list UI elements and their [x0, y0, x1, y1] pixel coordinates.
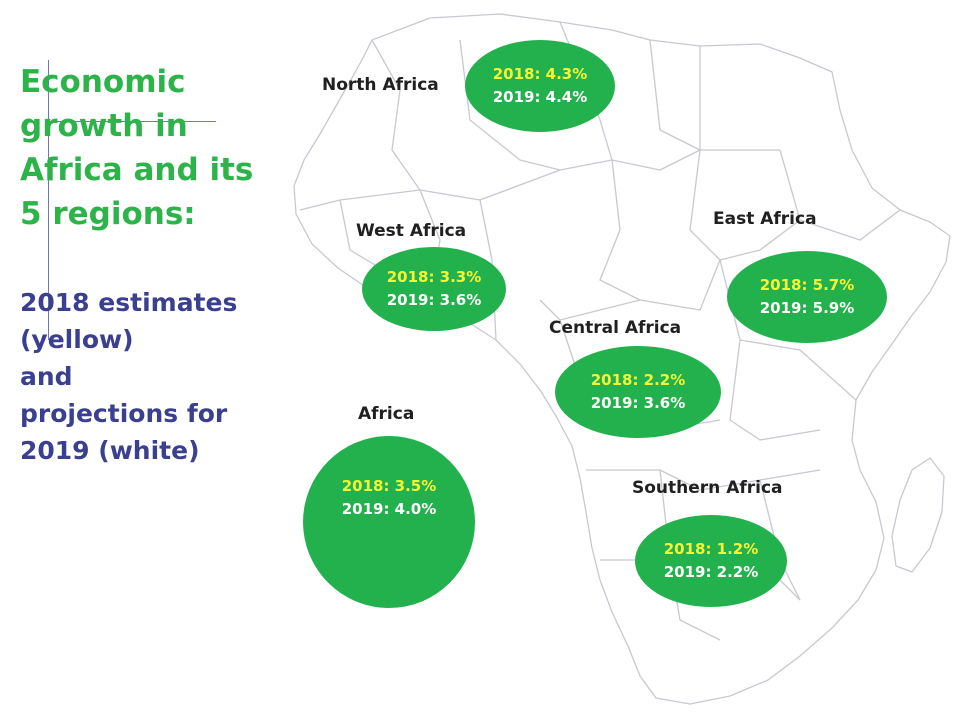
subtitle-line: projections for — [20, 399, 228, 428]
growth-bubble-central-africa: 2018: 2.2% 2019: 3.6% — [555, 346, 721, 438]
growth-bubble-southern-africa: 2018: 1.2% 2019: 2.2% — [635, 515, 787, 607]
border-chad — [599, 159, 641, 301]
legend-description: 2018 estimates (yellow) and projections … — [20, 284, 300, 469]
border-horn — [779, 149, 901, 241]
region-label-west-africa: West Africa — [356, 221, 467, 241]
subtitle-line: (yellow) — [20, 325, 134, 354]
region-label-north-africa: North Africa — [322, 75, 439, 95]
growth-bubble-east-africa: 2018: 5.7% 2019: 5.9% — [727, 251, 887, 343]
growth-2019-value: 2019: 3.6% — [386, 291, 482, 309]
subtitle-line: 2018 estimates — [20, 288, 238, 317]
growth-2018-value: 2018: 3.5% — [341, 477, 437, 495]
decorative-horizontal-line — [48, 121, 216, 122]
border-north-5 — [699, 46, 780, 151]
border-west-1 — [339, 199, 381, 269]
growth-2019-value: 2019: 5.9% — [759, 299, 855, 317]
growth-2018-value: 2018: 4.3% — [492, 65, 588, 83]
region-label-africa: Africa — [358, 404, 415, 424]
border-south-1 — [586, 469, 821, 491]
border-north-1 — [371, 39, 421, 191]
title-line: growth in — [20, 108, 188, 144]
madagascar-outline — [891, 457, 945, 573]
growth-bubble-west-africa: 2018: 3.3% 2019: 3.6% — [362, 247, 506, 331]
growth-2018-value: 2018: 2.2% — [590, 371, 686, 389]
growth-2018-value: 2018: 1.2% — [663, 540, 759, 558]
border-north-4 — [649, 39, 701, 151]
growth-2019-value: 2019: 3.6% — [590, 394, 686, 412]
growth-bubble-africa: 2018: 3.5% 2019: 4.0% — [303, 436, 475, 608]
title-line: 5 regions: — [20, 196, 196, 232]
growth-2019-value: 2019: 4.4% — [492, 88, 588, 106]
region-label-southern-africa: Southern Africa — [632, 478, 783, 498]
border-central-1 — [539, 259, 721, 321]
border-west-3 — [479, 199, 497, 341]
growth-2018-value: 2018: 3.3% — [386, 268, 482, 286]
growth-2019-value: 2019: 2.2% — [663, 563, 759, 581]
region-label-east-africa: East Africa — [713, 209, 817, 229]
title-line: Africa and its — [20, 152, 254, 188]
subtitle-line: 2019 (white) — [20, 436, 200, 465]
region-label-central-africa: Central Africa — [549, 318, 682, 338]
growth-2019-value: 2019: 4.0% — [341, 500, 437, 518]
border-sahel — [299, 149, 701, 211]
border-east-2 — [729, 339, 821, 441]
border-sudan — [689, 149, 801, 261]
title-line: Economic — [20, 64, 186, 100]
subtitle-line: and — [20, 362, 73, 391]
growth-bubble-north-africa: 2018: 4.3% 2019: 4.4% — [465, 40, 615, 132]
decorative-vertical-line — [48, 60, 49, 340]
growth-2018-value: 2018: 5.7% — [759, 276, 855, 294]
page-title: Economic growth in Africa and its 5 regi… — [20, 60, 290, 236]
